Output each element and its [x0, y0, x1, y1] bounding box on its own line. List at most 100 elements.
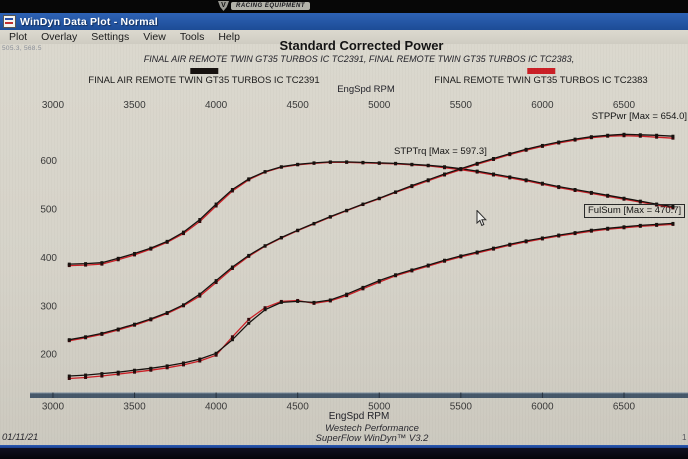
data-point-fulsum-tc2391 — [508, 242, 512, 246]
data-point-stppwr-tc2391 — [459, 167, 463, 171]
data-point-fulsum-tc2391 — [214, 351, 218, 355]
data-point-stptrq-tc2391 — [573, 188, 577, 192]
data-point-stptrq-tc2391 — [100, 261, 104, 265]
data-point-fulsum-tc2391 — [67, 374, 71, 378]
annotation-stptrq-max: STPTrq [Max = 597.3] — [394, 146, 487, 157]
data-point-stppwr-tc2391 — [655, 133, 659, 137]
data-point-stppwr-tc2391 — [312, 221, 316, 225]
x-tick-label-top: 4500 — [287, 100, 310, 111]
data-point-stppwr-tc2383 — [671, 136, 675, 140]
data-point-fulsum-tc2383 — [149, 368, 153, 372]
annotation-fulsum-max: FulSum [Max = 470.7] — [584, 204, 686, 218]
data-point-stptrq-tc2391 — [394, 161, 398, 165]
menu-item-overlay[interactable]: Overlay — [41, 31, 78, 43]
data-point-stppwr-tc2383 — [655, 135, 659, 139]
data-point-fulsum-tc2383 — [263, 306, 267, 310]
data-point-fulsum-tc2391 — [524, 239, 528, 243]
data-point-stppwr-tc2391 — [149, 317, 153, 321]
data-point-stptrq-tc2391 — [377, 161, 381, 165]
chart-subtitle: FINAL AIR REMOTE TWIN GT35 TURBOS IC TC2… — [143, 54, 575, 64]
window-bottom-border — [0, 445, 688, 448]
data-point-stptrq-tc2391 — [410, 162, 414, 166]
menu-item-plot[interactable]: Plot — [9, 31, 28, 43]
data-point-stppwr-tc2391 — [328, 215, 332, 219]
data-point-fulsum-tc2391 — [638, 223, 642, 227]
data-point-fulsum-tc2383 — [133, 370, 137, 374]
menu-item-tools[interactable]: Tools — [179, 31, 205, 43]
curve-stptrq-tc2383 — [69, 161, 674, 267]
legend-swatch-black — [190, 68, 218, 74]
menu-item-settings[interactable]: Settings — [91, 31, 130, 43]
data-point-fulsum-tc2391 — [589, 228, 593, 232]
data-point-stppwr-tc2391 — [67, 338, 71, 342]
data-point-stppwr-tc2391 — [622, 132, 626, 136]
data-point-stptrq-tc2391 — [296, 162, 300, 166]
data-point-stppwr-tc2391 — [540, 143, 544, 147]
data-point-fulsum-tc2391 — [491, 246, 495, 250]
data-point-fulsum-tc2391 — [296, 299, 300, 303]
data-point-stptrq-tc2391 — [263, 170, 267, 174]
data-point-fulsum-tc2383 — [198, 359, 202, 363]
cursor-coords-readout: 505.3, 568.5 — [2, 45, 42, 52]
data-point-fulsum-tc2391 — [443, 258, 447, 262]
data-point-stppwr-tc2391 — [671, 134, 675, 138]
data-point-fulsum-tc2391 — [181, 361, 185, 365]
window-titlebar[interactable]: WinDyn Data Plot - Normal — [0, 13, 688, 30]
data-point-stppwr-tc2391 — [491, 157, 495, 161]
data-point-stppwr-tc2391 — [573, 137, 577, 141]
brand-badge-text: RACING EQUIPMENT — [231, 2, 311, 10]
legend-label-tc2383: FINAL REMOTE TWIN GT35 TURBOS IC TC2383 — [434, 75, 648, 86]
data-point-fulsum-tc2391 — [361, 285, 365, 289]
data-point-stppwr-tc2391 — [133, 322, 137, 326]
data-point-stptrq-tc2391 — [149, 246, 153, 250]
data-point-stptrq-tc2391 — [279, 165, 283, 169]
data-point-fulsum-tc2391 — [116, 370, 120, 374]
x-tick-label-top: 5500 — [450, 100, 473, 111]
data-point-stptrq-tc2391 — [345, 160, 349, 164]
data-point-stptrq-tc2391 — [214, 202, 218, 206]
data-point-stppwr-tc2383 — [198, 294, 202, 298]
data-point-fulsum-tc2383 — [181, 363, 185, 367]
data-point-stptrq-tc2391 — [638, 199, 642, 203]
data-point-stptrq-tc2383 — [214, 204, 218, 208]
data-point-stppwr-tc2391 — [247, 253, 251, 257]
data-point-fulsum-tc2391 — [279, 300, 283, 304]
data-point-stptrq-tc2391 — [198, 218, 202, 222]
x-tick-label-top: 4000 — [205, 100, 228, 111]
curve-fulsum-tc2383 — [69, 223, 673, 380]
data-point-fulsum-tc2391 — [410, 268, 414, 272]
data-point-stppwr-tc2391 — [345, 208, 349, 212]
data-point-stptrq-tc2391 — [84, 262, 88, 266]
app-icon — [3, 15, 16, 28]
legend-run-tc2383: FINAL REMOTE TWIN GT35 TURBOS IC TC2383 — [434, 68, 648, 86]
curve-stppwr-tc2391 — [69, 133, 673, 341]
data-point-stptrq-tc2391 — [426, 163, 430, 167]
data-point-stppwr-tc2391 — [443, 172, 447, 176]
legend-swatch-red — [526, 68, 555, 74]
plot-date: 01/11/21 — [2, 432, 39, 443]
y-tick-label: 400 — [40, 253, 57, 264]
data-point-fulsum-tc2391 — [426, 263, 430, 267]
data-point-stptrq-tc2391 — [606, 193, 610, 197]
x-tick-label-top: 3000 — [42, 100, 65, 111]
y-tick-label: 200 — [40, 350, 57, 361]
data-point-stptrq-tc2391 — [165, 239, 169, 243]
data-point-stptrq-tc2391 — [181, 230, 185, 234]
menu-item-help[interactable]: Help — [218, 31, 240, 43]
x-tick-label-bottom: 5000 — [368, 402, 391, 413]
data-point-stptrq-tc2391 — [328, 160, 332, 164]
window-title: WinDyn Data Plot - Normal — [20, 15, 158, 28]
data-point-stptrq-tc2391 — [508, 175, 512, 179]
data-point-stptrq-tc2391 — [540, 181, 544, 185]
data-point-fulsum-tc2391 — [247, 321, 251, 325]
x-tick-label-top: 6500 — [613, 100, 636, 111]
data-point-stptrq-tc2391 — [671, 204, 675, 208]
data-point-fulsum-tc2383 — [230, 335, 234, 339]
x-tick-label-bottom: 4000 — [205, 402, 228, 413]
data-point-stppwr-tc2391 — [100, 331, 104, 335]
data-point-stppwr-tc2391 — [214, 279, 218, 283]
menu-item-view[interactable]: View — [143, 31, 166, 43]
data-point-stppwr-tc2391 — [524, 147, 528, 151]
x-tick-label-bottom: 6500 — [613, 402, 636, 413]
